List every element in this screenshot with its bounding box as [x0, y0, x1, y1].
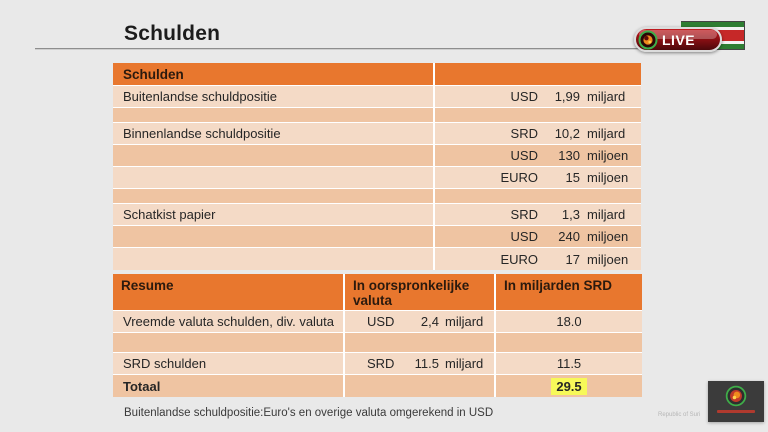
total-value-highlighted: 29.5: [551, 377, 587, 395]
row-label: Schatkist papier: [113, 204, 433, 225]
row-value: USD 1,99 miljard: [435, 86, 641, 107]
spacer-row: [113, 108, 641, 123]
srd-value: 11.5: [496, 353, 642, 374]
col-header-srd-billions: In miljarden SRD: [496, 274, 642, 310]
amount: 17: [565, 251, 580, 267]
total-label: Totaal: [113, 375, 343, 397]
row-label: [113, 167, 433, 188]
amount: 15: [565, 170, 580, 185]
amount: 1,3: [561, 207, 580, 222]
srd-value: 18.0: [496, 311, 642, 332]
table-row: Buitenlandse schuldpositie USD 1,99 milj…: [113, 86, 641, 108]
live-pill: LIVE: [634, 27, 722, 52]
currency: EURO: [500, 251, 538, 267]
amount: 240: [558, 229, 580, 244]
debt-table-header-empty: [435, 63, 641, 85]
table-row: SRD schulden SRD 11.5 miljard 11.5: [113, 353, 642, 375]
currency: USD: [510, 148, 538, 163]
unit: miljoen: [587, 170, 629, 185]
unit: miljoen: [587, 148, 629, 163]
currency: USD: [510, 89, 538, 104]
unit: miljard: [587, 207, 626, 222]
station-logo-box: [708, 381, 764, 422]
row-value: USD 2,4 miljard: [345, 311, 494, 332]
currency: SRD: [367, 356, 395, 371]
spacer-row: [113, 189, 641, 204]
unit: miljoen: [587, 229, 629, 244]
logo-caption-text: [717, 410, 755, 413]
currency: EURO: [500, 170, 538, 185]
col-header-original-currency: In oorspronkelijke valuta: [345, 274, 494, 310]
debt-table-title: Schulden: [113, 63, 433, 85]
stvs-logo-icon: [725, 385, 747, 407]
republic-watermark: Republic of Suri: [658, 412, 701, 418]
footnote: Buitenlandse schuldpositie:Euro's en ove…: [124, 407, 494, 419]
currency: USD: [510, 229, 538, 244]
currency: USD: [367, 314, 395, 329]
unit: miljard: [587, 126, 626, 141]
unit: miljard: [445, 356, 484, 371]
stvs-logo-icon: [638, 30, 658, 50]
amount: 1,99: [554, 89, 580, 104]
flag-stripe: [681, 22, 744, 28]
table-row: Vreemde valuta schulden, div. valuta USD…: [113, 311, 642, 333]
resume-table-header: Resume In oorspronkelijke valuta In milj…: [113, 274, 642, 311]
table-row: Binnenlandse schuldpositie SRD 10,2 milj…: [113, 123, 641, 145]
unit: miljoen: [587, 251, 629, 267]
row-value: SRD 11.5 miljard: [345, 353, 494, 374]
debt-table-header: Schulden: [113, 63, 641, 86]
table-row: EURO 17 miljoen: [113, 248, 641, 270]
table-row: USD 240 miljoen: [113, 226, 641, 248]
table-row: Schatkist papier SRD 1,3 miljard: [113, 204, 641, 226]
live-label: LIVE: [662, 31, 696, 48]
title-underline: [35, 48, 737, 50]
row-label: [113, 226, 433, 247]
row-value: SRD 10,2 miljard: [435, 123, 641, 144]
page-title: Schulden: [124, 22, 221, 45]
currency: SRD: [510, 207, 538, 222]
amount: 130: [558, 148, 580, 163]
row-value: USD 130 miljoen: [435, 145, 641, 166]
row-label: SRD schulden: [113, 353, 343, 374]
row-value: USD 240 miljoen: [435, 226, 641, 247]
amount: 11.5: [414, 356, 439, 371]
currency: SRD: [510, 126, 538, 141]
row-value: EURO 17 miljoen: [435, 248, 641, 270]
table-row: EURO 15 miljoen: [113, 167, 641, 189]
row-label: Binnenlandse schuldpositie: [113, 123, 433, 144]
row-label: [113, 145, 433, 166]
amount: 2,4: [420, 314, 439, 329]
debt-table: Schulden Buitenlandse schuldpositie USD …: [113, 63, 641, 270]
resume-table-title: Resume: [113, 274, 343, 310]
row-label: Buitenlandse schuldpositie: [113, 86, 433, 107]
resume-table: Resume In oorspronkelijke valuta In milj…: [113, 274, 642, 397]
table-row: USD 130 miljoen: [113, 145, 641, 167]
row-label: Vreemde valuta schulden, div. valuta: [113, 311, 343, 332]
amount: 10,2: [554, 126, 580, 141]
row-value: EURO 15 miljoen: [435, 167, 641, 188]
row-value: SRD 1,3 miljard: [435, 204, 641, 225]
live-badge: LIVE: [634, 21, 745, 52]
spacer-row: [113, 333, 642, 353]
total-row: Totaal 29.5: [113, 375, 642, 397]
unit: miljard: [587, 89, 626, 104]
unit: miljard: [445, 314, 484, 329]
row-label: [113, 248, 433, 270]
